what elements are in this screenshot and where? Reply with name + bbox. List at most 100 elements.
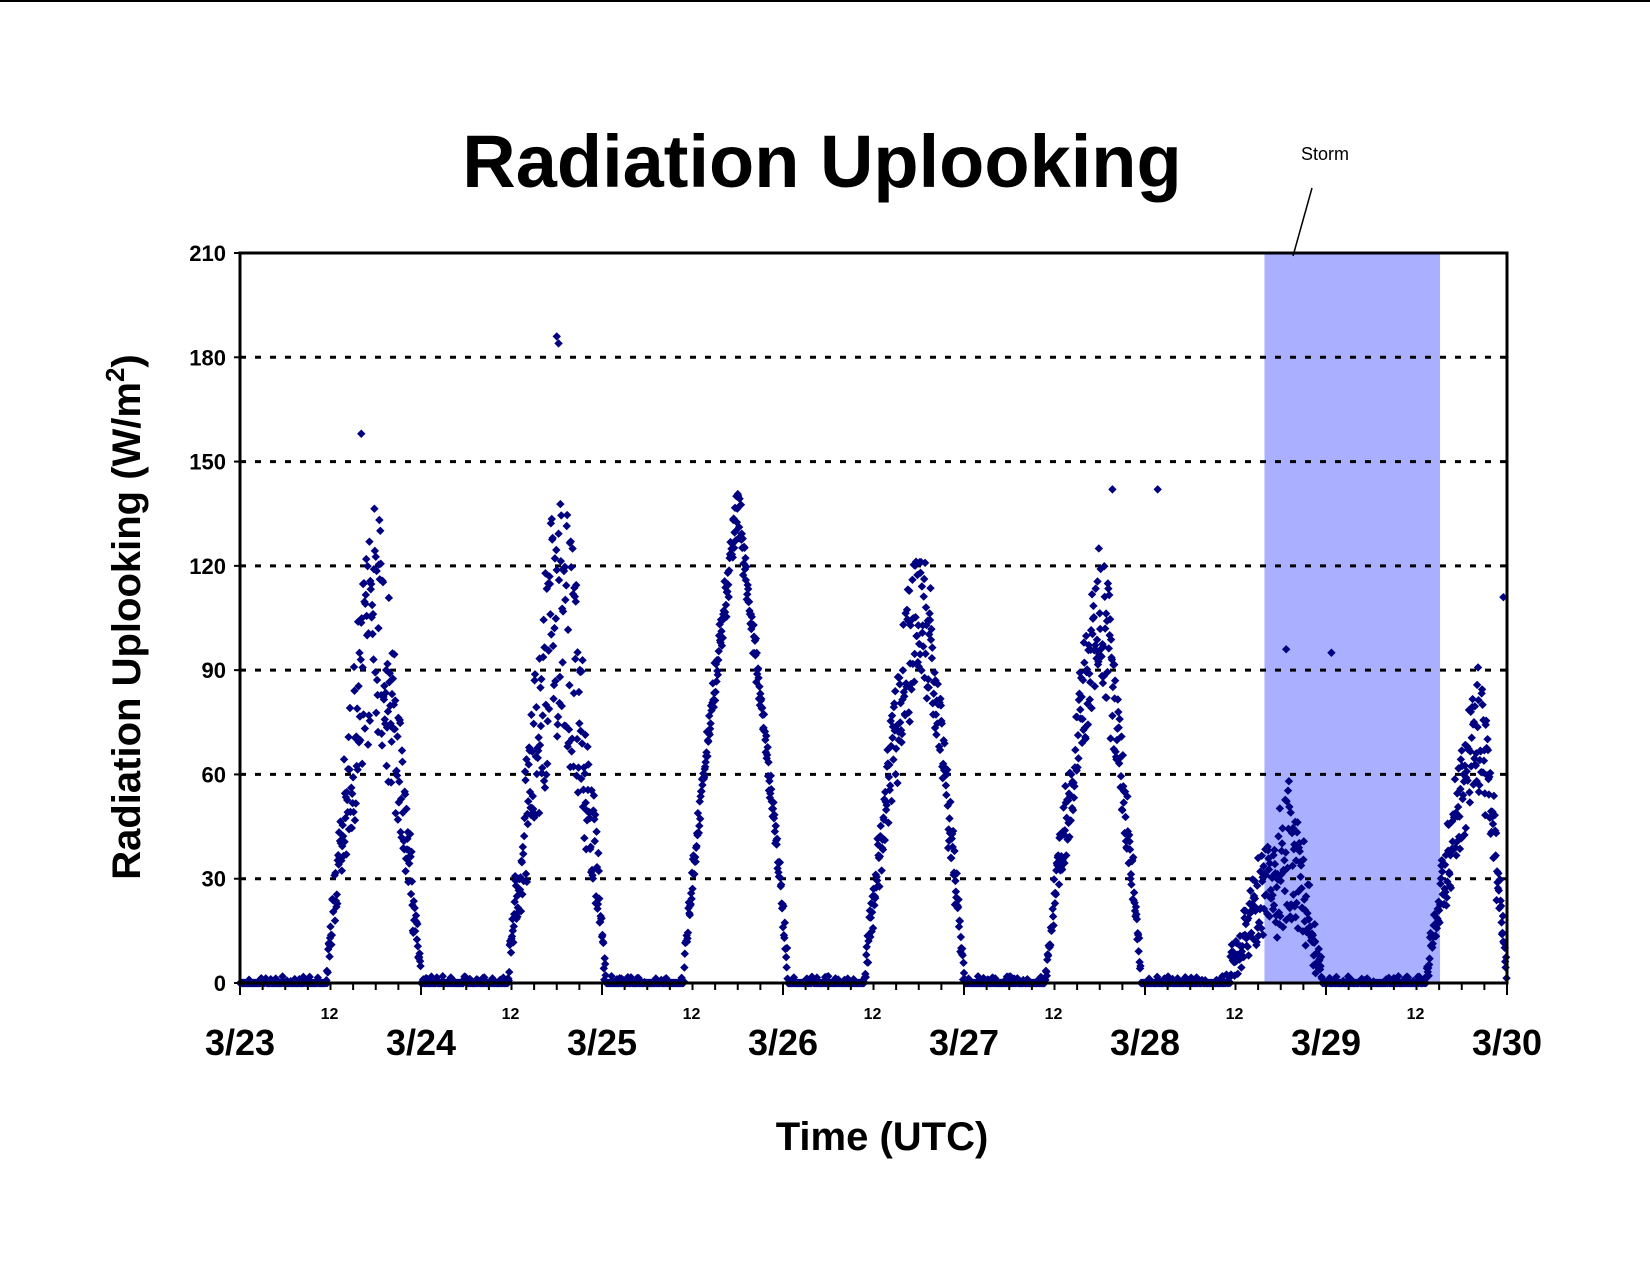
data-point — [583, 742, 592, 751]
data-point — [952, 869, 961, 878]
data-point — [567, 563, 576, 572]
data-point — [1275, 804, 1285, 813]
data-point — [724, 592, 733, 602]
data-point — [866, 932, 875, 942]
data-point — [1093, 577, 1102, 586]
data-point — [862, 950, 871, 960]
data-point — [570, 592, 580, 601]
data-point — [365, 716, 375, 725]
data-point — [929, 689, 938, 698]
data-point — [933, 679, 942, 689]
data-point — [1124, 830, 1134, 840]
data-point — [579, 763, 589, 772]
data-point — [729, 543, 739, 553]
data-point — [683, 934, 692, 943]
data-point — [1049, 875, 1059, 884]
data-point — [1130, 906, 1140, 916]
data-point — [634, 973, 643, 983]
data-point — [760, 727, 770, 736]
data-point — [1285, 802, 1294, 812]
data-point — [884, 772, 894, 782]
data-point — [1104, 584, 1113, 593]
data-point — [964, 974, 973, 983]
data-point — [1286, 912, 1295, 921]
data-point — [1276, 876, 1285, 886]
data-point — [1486, 768, 1495, 778]
data-point — [1073, 730, 1083, 740]
data-point — [595, 894, 604, 903]
data-point — [350, 816, 360, 825]
data-point — [1492, 895, 1501, 905]
data-point — [543, 717, 552, 726]
y-tick-label: 60 — [202, 762, 226, 787]
x-axis-title: Time (UTC) — [776, 1115, 989, 1159]
data-point — [1271, 917, 1280, 927]
data-point — [588, 874, 598, 883]
data-point — [705, 724, 715, 733]
data-point — [550, 554, 560, 563]
data-point — [890, 699, 899, 708]
data-point — [935, 698, 944, 707]
data-point — [567, 747, 576, 756]
data-point — [601, 971, 610, 980]
data-point — [388, 674, 398, 683]
data-point — [402, 804, 411, 814]
data-point — [432, 973, 442, 982]
data-point — [586, 842, 595, 852]
data-point — [1115, 759, 1124, 768]
data-point — [538, 711, 547, 720]
data-point — [1277, 839, 1287, 848]
data-point — [1298, 904, 1307, 913]
data-point — [898, 666, 908, 675]
data-point — [1459, 777, 1469, 786]
data-point — [1403, 973, 1413, 982]
data-point — [753, 664, 763, 673]
data-point — [916, 568, 925, 577]
data-point — [1108, 711, 1117, 720]
data-point — [991, 974, 1000, 983]
data-point — [1282, 797, 1291, 806]
data-point — [887, 711, 897, 720]
data-point — [768, 804, 778, 813]
data-point — [691, 857, 700, 866]
data-point — [1442, 893, 1452, 902]
data-point — [1269, 850, 1278, 860]
data-point — [336, 839, 346, 848]
data-point — [1105, 615, 1115, 624]
data-point — [599, 938, 608, 948]
data-point — [574, 763, 583, 772]
data-point — [1292, 828, 1302, 837]
data-point — [1290, 840, 1299, 849]
data-point — [573, 648, 582, 657]
data-point — [1462, 767, 1471, 776]
data-point — [313, 973, 323, 982]
data-point — [386, 778, 396, 787]
data-point — [371, 668, 380, 677]
data-point — [383, 659, 392, 669]
data-point — [356, 736, 365, 745]
data-point — [695, 797, 704, 806]
data-point — [1270, 845, 1279, 855]
data-point — [700, 762, 710, 771]
data-point — [1309, 951, 1318, 960]
data-point — [407, 847, 416, 856]
data-point — [1153, 485, 1162, 494]
data-point — [756, 689, 765, 698]
y-tick-label: 120 — [189, 554, 226, 579]
data-point — [694, 828, 704, 838]
data-point — [1472, 680, 1482, 690]
data-point — [712, 677, 721, 686]
data-point — [1467, 762, 1476, 771]
data-point — [1301, 892, 1311, 901]
data-point — [1074, 754, 1083, 763]
data-point — [607, 971, 616, 981]
data-point — [881, 805, 891, 815]
data-point — [1292, 898, 1301, 908]
data-point — [539, 615, 548, 625]
data-point — [1114, 723, 1123, 732]
data-point — [1257, 924, 1266, 933]
data-point — [357, 618, 366, 627]
data-point — [1455, 812, 1464, 821]
data-point — [892, 721, 902, 730]
data-point — [913, 570, 922, 580]
